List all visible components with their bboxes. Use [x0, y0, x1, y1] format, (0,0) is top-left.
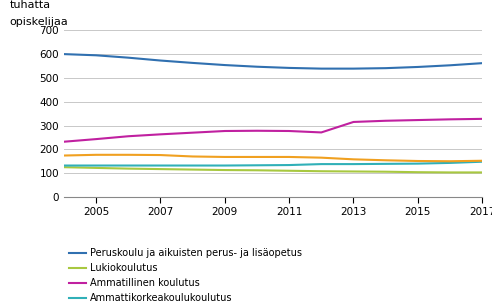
Peruskoulu ja aikuisten perus- ja lisäopetus — [61, 52, 67, 56]
Ammattikorkeakoulukoulutus — [190, 164, 196, 167]
Yliopistokoulutus — [93, 153, 99, 157]
Yliopistokoulutus — [383, 158, 389, 162]
Ammatillinen koulutus — [190, 131, 196, 135]
Peruskoulu ja aikuisten perus- ja lisäopetus — [447, 64, 453, 67]
Lukiokoulutus — [447, 171, 453, 174]
Lukiokoulutus — [254, 168, 260, 172]
Ammatillinen koulutus — [318, 131, 324, 134]
Peruskoulu ja aikuisten perus- ja lisäopetus — [415, 65, 421, 69]
Yliopistokoulutus — [254, 155, 260, 159]
Line: Peruskoulu ja aikuisten perus- ja lisäopetus: Peruskoulu ja aikuisten perus- ja lisäop… — [64, 54, 482, 69]
Line: Yliopistokoulutus: Yliopistokoulutus — [64, 155, 482, 161]
Lukiokoulutus — [125, 167, 131, 170]
Line: Lukiokoulutus: Lukiokoulutus — [64, 167, 482, 172]
Yliopistokoulutus — [318, 156, 324, 159]
Yliopistokoulutus — [222, 155, 228, 159]
Ammatillinen koulutus — [61, 140, 67, 144]
Yliopistokoulutus — [61, 154, 67, 157]
Ammattikorkeakoulukoulutus — [383, 162, 389, 166]
Lukiokoulutus — [61, 165, 67, 169]
Lukiokoulutus — [157, 167, 163, 171]
Text: tuhatta: tuhatta — [10, 0, 51, 10]
Legend: Peruskoulu ja aikuisten perus- ja lisäopetus, Lukiokoulutus, Ammatillinen koulut: Peruskoulu ja aikuisten perus- ja lisäop… — [69, 248, 302, 303]
Ammattikorkeakoulukoulutus — [125, 164, 131, 167]
Yliopistokoulutus — [447, 159, 453, 163]
Lukiokoulutus — [222, 168, 228, 172]
Yliopistokoulutus — [157, 153, 163, 157]
Ammatillinen koulutus — [479, 117, 485, 121]
Peruskoulu ja aikuisten perus- ja lisäopetus — [383, 66, 389, 70]
Ammattikorkeakoulukoulutus — [350, 162, 356, 166]
Ammatillinen koulutus — [286, 129, 292, 133]
Text: opiskelijaa: opiskelijaa — [10, 17, 68, 27]
Ammatillinen koulutus — [125, 135, 131, 138]
Ammattikorkeakoulukoulutus — [93, 164, 99, 167]
Ammattikorkeakoulukoulutus — [61, 164, 67, 167]
Ammattikorkeakoulukoulutus — [318, 162, 324, 166]
Ammatillinen koulutus — [447, 118, 453, 121]
Ammatillinen koulutus — [93, 137, 99, 141]
Lukiokoulutus — [318, 169, 324, 173]
Peruskoulu ja aikuisten perus- ja lisäopetus — [286, 66, 292, 70]
Peruskoulu ja aikuisten perus- ja lisäopetus — [157, 59, 163, 62]
Peruskoulu ja aikuisten perus- ja lisäopetus — [222, 63, 228, 67]
Peruskoulu ja aikuisten perus- ja lisäopetus — [125, 56, 131, 59]
Peruskoulu ja aikuisten perus- ja lisäopetus — [93, 53, 99, 57]
Ammattikorkeakoulukoulutus — [222, 164, 228, 167]
Lukiokoulutus — [93, 166, 99, 170]
Lukiokoulutus — [479, 171, 485, 174]
Ammatillinen koulutus — [222, 129, 228, 133]
Ammattikorkeakoulukoulutus — [157, 164, 163, 167]
Ammatillinen koulutus — [254, 129, 260, 133]
Peruskoulu ja aikuisten perus- ja lisäopetus — [190, 61, 196, 65]
Yliopistokoulutus — [479, 159, 485, 163]
Ammatillinen koulutus — [415, 118, 421, 122]
Yliopistokoulutus — [350, 158, 356, 161]
Ammattikorkeakoulukoulutus — [286, 163, 292, 167]
Peruskoulu ja aikuisten perus- ja lisäopetus — [254, 65, 260, 68]
Peruskoulu ja aikuisten perus- ja lisäopetus — [350, 67, 356, 71]
Line: Ammattikorkeakoulukoulutus: Ammattikorkeakoulukoulutus — [64, 162, 482, 165]
Ammattikorkeakoulukoulutus — [254, 164, 260, 167]
Lukiokoulutus — [286, 169, 292, 173]
Yliopistokoulutus — [190, 155, 196, 158]
Ammattikorkeakoulukoulutus — [447, 161, 453, 165]
Line: Ammatillinen koulutus: Ammatillinen koulutus — [64, 119, 482, 142]
Lukiokoulutus — [190, 168, 196, 171]
Yliopistokoulutus — [415, 159, 421, 163]
Ammatillinen koulutus — [383, 119, 389, 123]
Lukiokoulutus — [350, 170, 356, 173]
Ammatillinen koulutus — [350, 120, 356, 124]
Lukiokoulutus — [383, 170, 389, 174]
Peruskoulu ja aikuisten perus- ja lisäopetus — [479, 61, 485, 65]
Ammattikorkeakoulukoulutus — [479, 160, 485, 164]
Lukiokoulutus — [415, 170, 421, 174]
Ammatillinen koulutus — [157, 132, 163, 136]
Ammattikorkeakoulukoulutus — [415, 162, 421, 165]
Peruskoulu ja aikuisten perus- ja lisäopetus — [318, 67, 324, 71]
Yliopistokoulutus — [286, 155, 292, 159]
Yliopistokoulutus — [125, 153, 131, 157]
